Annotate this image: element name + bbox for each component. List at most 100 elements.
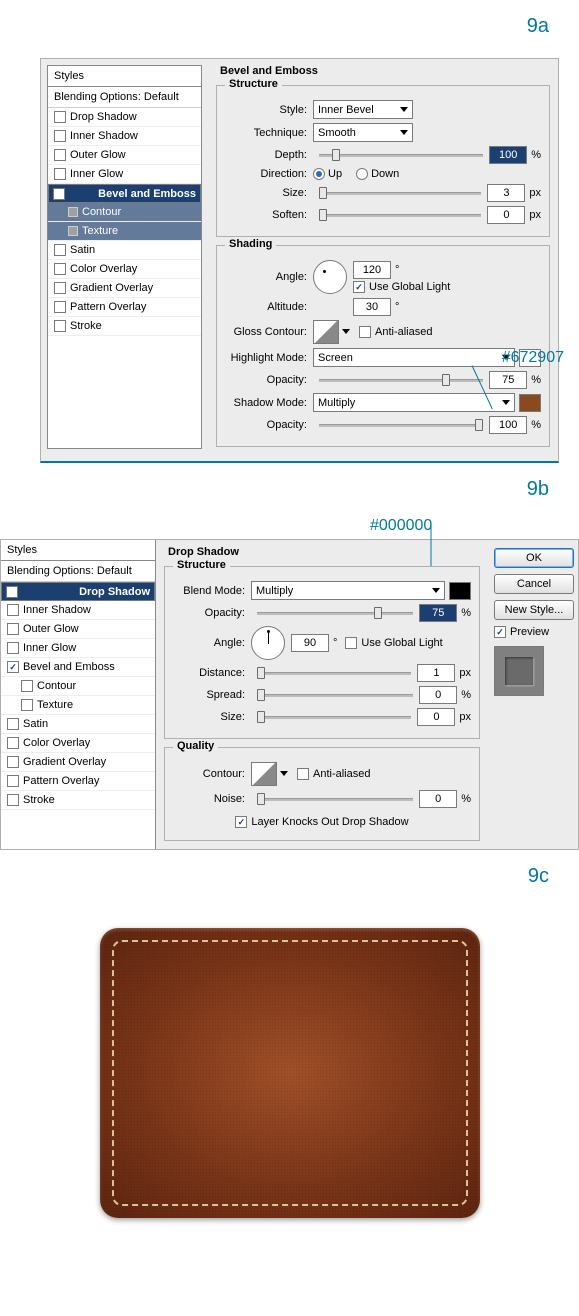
checkbox-antialiased-b[interactable] — [297, 768, 309, 780]
checkbox-inner-shadow-b[interactable] — [7, 604, 19, 616]
slider-distance[interactable] — [257, 665, 411, 681]
input-altitude[interactable]: 30 — [353, 298, 391, 316]
checkbox-color-overlay-b[interactable] — [7, 737, 19, 749]
slider-opacity-s-thumb[interactable] — [475, 419, 483, 431]
checkbox-stroke-b[interactable] — [7, 794, 19, 806]
style-color-overlay[interactable]: Color Overlay — [48, 260, 201, 279]
input-angle[interactable]: 120 — [353, 261, 391, 279]
input-depth[interactable]: 100 — [489, 146, 527, 164]
style-inner-glow-b[interactable]: Inner Glow — [1, 639, 155, 658]
checkbox-inner-glow[interactable] — [54, 168, 66, 180]
checkbox-drop-shadow[interactable] — [54, 111, 66, 123]
checkbox-pattern-overlay[interactable] — [54, 301, 66, 313]
slider-opacity-h-thumb[interactable] — [442, 374, 450, 386]
blending-options[interactable]: Blending Options: Default — [48, 87, 201, 108]
input-angle-b[interactable]: 90 — [291, 634, 329, 652]
checkbox-gradient-overlay[interactable] — [54, 282, 66, 294]
slider-size-b-thumb[interactable] — [257, 711, 265, 723]
style-drop-shadow[interactable]: Drop Shadow — [48, 108, 201, 127]
checkbox-antialiased[interactable] — [359, 326, 371, 338]
input-opacity-highlight[interactable]: 75 — [489, 371, 527, 389]
checkbox-bevel-emboss[interactable] — [53, 188, 65, 200]
style-stroke-b[interactable]: Stroke — [1, 791, 155, 810]
checkbox-outer-glow-b[interactable] — [7, 623, 19, 635]
style-bevel-emboss-b[interactable]: Bevel and Emboss — [1, 658, 155, 677]
input-noise[interactable]: 0 — [419, 790, 457, 808]
slider-opacity-highlight[interactable] — [319, 372, 483, 388]
checkbox-inner-glow-b[interactable] — [7, 642, 19, 654]
style-outer-glow[interactable]: Outer Glow — [48, 146, 201, 165]
checkbox-texture-b[interactable] — [21, 699, 33, 711]
input-size-b[interactable]: 0 — [417, 708, 455, 726]
checkbox-layer-knocks[interactable] — [235, 816, 247, 828]
slider-opacity-b[interactable] — [257, 605, 413, 621]
checkbox-inner-shadow[interactable] — [54, 130, 66, 142]
ok-button[interactable]: OK — [494, 548, 574, 568]
style-outer-glow-b[interactable]: Outer Glow — [1, 620, 155, 639]
style-gradient-overlay-b[interactable]: Gradient Overlay — [1, 753, 155, 772]
slider-size-b[interactable] — [257, 709, 411, 725]
slider-noise[interactable] — [257, 791, 413, 807]
style-pattern-overlay-b[interactable]: Pattern Overlay — [1, 772, 155, 791]
input-spread[interactable]: 0 — [419, 686, 457, 704]
slider-spread[interactable] — [257, 687, 413, 703]
style-texture-b[interactable]: Texture — [1, 696, 155, 715]
input-size[interactable]: 3 — [487, 184, 525, 202]
contour-picker-b[interactable] — [251, 762, 277, 786]
checkbox-outer-glow[interactable] — [54, 149, 66, 161]
checkbox-stroke[interactable] — [54, 320, 66, 332]
style-drop-shadow-b[interactable]: Drop Shadow — [1, 582, 155, 601]
style-texture[interactable]: Texture — [48, 222, 201, 241]
style-color-overlay-b[interactable]: Color Overlay — [1, 734, 155, 753]
checkbox-preview[interactable] — [494, 626, 506, 638]
checkbox-drop-shadow-b[interactable] — [6, 586, 18, 598]
slider-depth[interactable] — [319, 147, 483, 163]
input-opacity-b[interactable]: 75 — [419, 604, 457, 622]
checkbox-pattern-overlay-b[interactable] — [7, 775, 19, 787]
slider-soften-thumb[interactable] — [319, 209, 327, 221]
style-inner-glow[interactable]: Inner Glow — [48, 165, 201, 184]
style-inner-shadow-b[interactable]: Inner Shadow — [1, 601, 155, 620]
slider-depth-thumb[interactable] — [332, 149, 340, 161]
slider-opacity-b-thumb[interactable] — [374, 607, 382, 619]
style-bevel-emboss[interactable]: Bevel and Emboss — [48, 184, 201, 203]
angle-dial[interactable] — [313, 260, 347, 294]
radio-up[interactable] — [313, 168, 325, 180]
style-satin-b[interactable]: Satin — [1, 715, 155, 734]
shadow-color-swatch[interactable] — [519, 394, 541, 412]
slider-opacity-shadow[interactable] — [319, 417, 483, 433]
slider-noise-thumb[interactable] — [257, 793, 265, 805]
style-pattern-overlay[interactable]: Pattern Overlay — [48, 298, 201, 317]
checkbox-global-light[interactable] — [353, 281, 365, 293]
style-gradient-overlay[interactable]: Gradient Overlay — [48, 279, 201, 298]
slider-spread-thumb[interactable] — [257, 689, 265, 701]
angle-dial-b[interactable] — [251, 626, 285, 660]
input-opacity-shadow[interactable]: 100 — [489, 416, 527, 434]
checkbox-contour-b[interactable] — [21, 680, 33, 692]
checkbox-bevel-emboss-b[interactable] — [7, 661, 19, 673]
style-inner-shadow[interactable]: Inner Shadow — [48, 127, 201, 146]
style-satin[interactable]: Satin — [48, 241, 201, 260]
checkbox-color-overlay[interactable] — [54, 263, 66, 275]
blend-color-swatch[interactable] — [449, 582, 471, 600]
select-highlight-mode[interactable]: Screen — [313, 348, 515, 367]
style-stroke[interactable]: Stroke — [48, 317, 201, 336]
checkbox-satin-b[interactable] — [7, 718, 19, 730]
new-style-button[interactable]: New Style... — [494, 600, 574, 620]
input-soften[interactable]: 0 — [487, 206, 525, 224]
checkbox-satin[interactable] — [54, 244, 66, 256]
style-contour-b[interactable]: Contour — [1, 677, 155, 696]
blending-options-b[interactable]: Blending Options: Default — [1, 561, 155, 582]
select-style[interactable]: Inner Bevel — [313, 100, 413, 119]
gloss-contour-picker[interactable] — [313, 320, 339, 344]
checkbox-gradient-overlay-b[interactable] — [7, 756, 19, 768]
select-blend-mode[interactable]: Multiply — [251, 581, 445, 600]
select-technique[interactable]: Smooth — [313, 123, 413, 142]
cancel-button[interactable]: Cancel — [494, 574, 574, 594]
slider-size[interactable] — [319, 185, 481, 201]
input-distance[interactable]: 1 — [417, 664, 455, 682]
slider-soften[interactable] — [319, 207, 481, 223]
style-contour[interactable]: Contour — [48, 203, 201, 222]
checkbox-global-light-b[interactable] — [345, 637, 357, 649]
slider-size-thumb[interactable] — [319, 187, 327, 199]
